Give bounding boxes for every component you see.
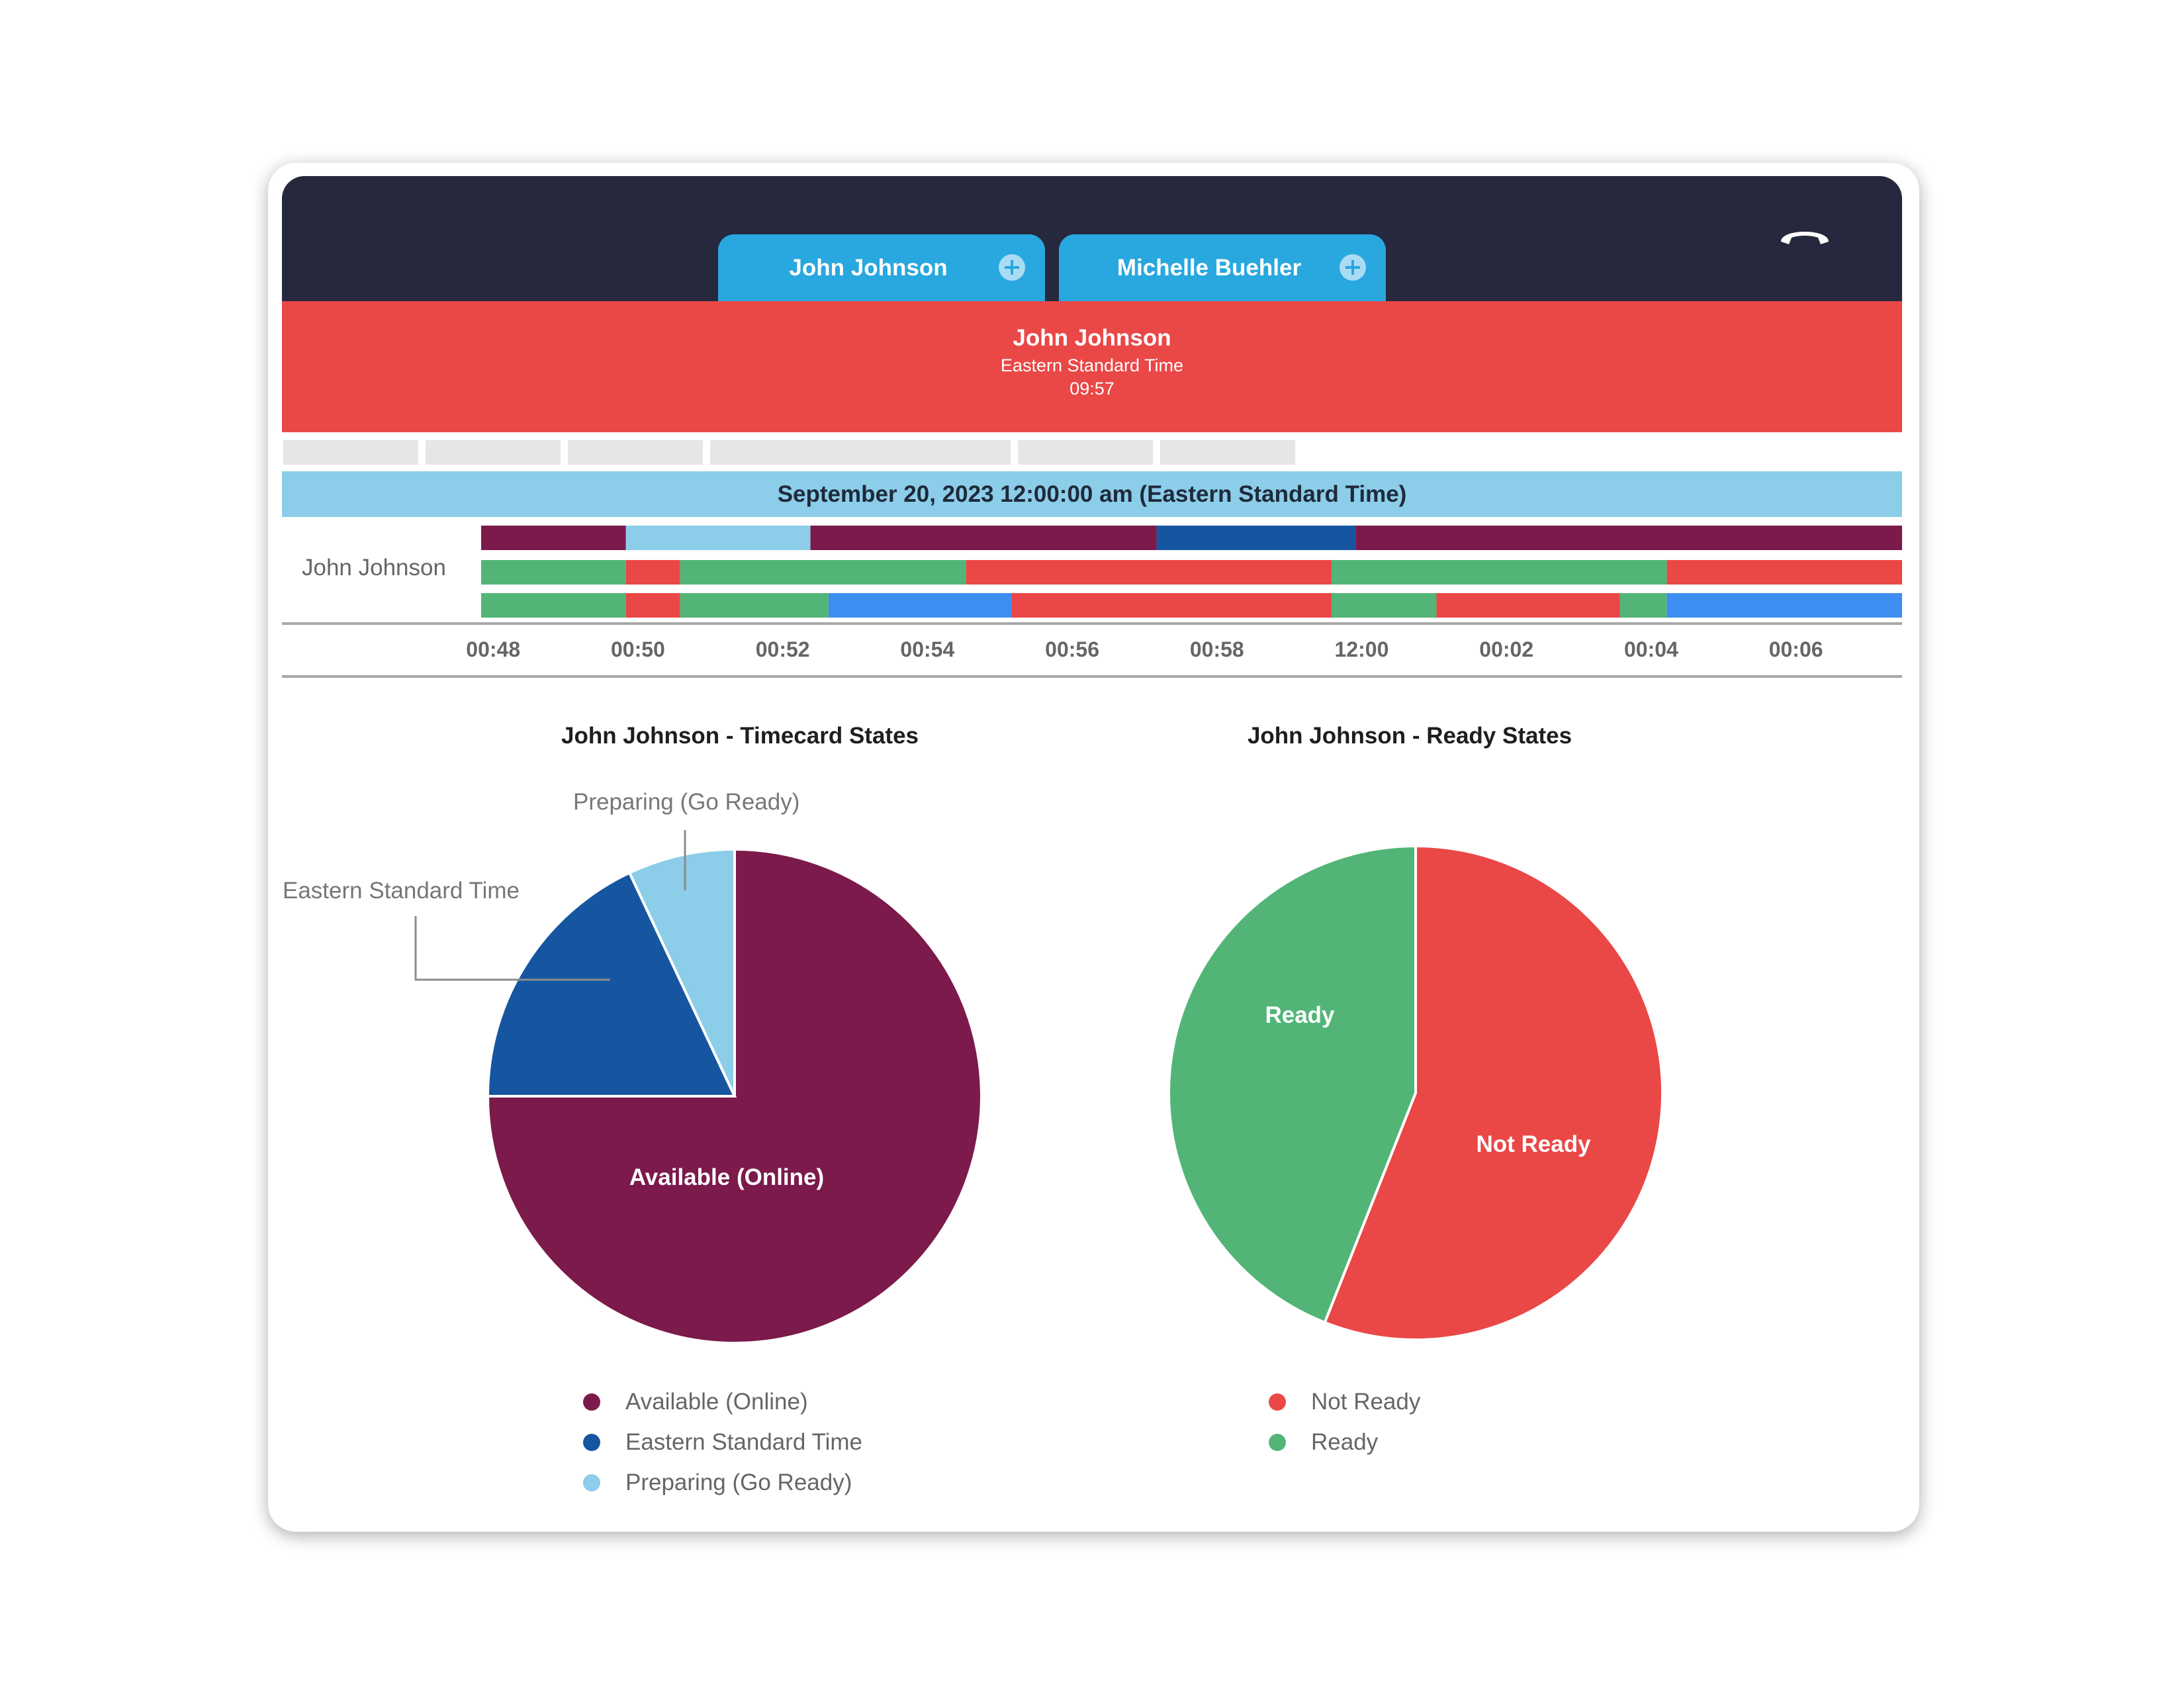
timecard-chart-title: John Johnson - Timecard States	[561, 723, 919, 749]
legend-label: Preparing (Go Ready)	[625, 1470, 852, 1495]
ready-state-segment[interactable]	[625, 560, 680, 585]
activity-state-segment[interactable]	[625, 593, 680, 618]
timecard-legend-item[interactable]: Preparing (Go Ready)	[583, 1470, 852, 1496]
add-icon[interactable]	[1340, 254, 1366, 281]
toolbar-placeholder[interactable]	[710, 440, 1011, 465]
timecard-state-segment[interactable]	[1156, 526, 1356, 550]
tab-label: John Johnson	[789, 254, 948, 281]
phone-hangup-icon[interactable]	[1777, 222, 1833, 248]
callout-label-eastern: Eastern Standard Time	[283, 878, 520, 904]
toolbar-placeholder[interactable]	[426, 440, 561, 465]
tab-label: Michelle Buehler	[1116, 254, 1302, 281]
legend-swatch	[583, 1434, 600, 1451]
activity-state-segment[interactable]	[828, 593, 1012, 618]
activity-state-segment[interactable]	[1436, 593, 1620, 618]
timecard-state-segment[interactable]	[810, 526, 1157, 550]
activity-state-segment[interactable]	[1331, 593, 1437, 618]
pie-slice-not-ready[interactable]	[1323, 844, 1664, 1341]
timeline-date-header: September 20, 2023 12:00:00 am (Eastern …	[282, 471, 1902, 517]
agent-name: John Johnson	[1013, 325, 1171, 351]
ready-state-segment[interactable]	[481, 560, 626, 585]
legend-label: Not Ready	[1311, 1389, 1421, 1415]
ready-state-segment[interactable]	[1331, 560, 1667, 585]
toolbar-placeholder[interactable]	[283, 440, 418, 465]
tab-michelle-buehler[interactable]: Michelle Buehler	[1059, 234, 1386, 301]
legend-label: Available (Online)	[625, 1389, 808, 1415]
toolbar-placeholder[interactable]	[568, 440, 703, 465]
add-icon[interactable]	[999, 254, 1025, 281]
timeline-tick-label: 12:00	[1334, 637, 1389, 661]
callout-line-eastern	[414, 916, 610, 981]
ready-legend-item[interactable]: Ready	[1269, 1429, 1378, 1456]
pie-slice-ready[interactable]	[1167, 844, 1417, 1325]
callout-label-preparing: Preparing (Go Ready)	[573, 789, 800, 815]
timeline-tick-label: 00:48	[466, 637, 521, 661]
timecard-legend-item[interactable]: Eastern Standard Time	[583, 1429, 862, 1456]
timeline-tick-label: 00:52	[755, 637, 810, 661]
timeline-tick-label: 00:04	[1623, 637, 1678, 661]
agent-timezone: Eastern Standard Time	[1000, 355, 1184, 375]
timeline-tick-label: 00:02	[1479, 637, 1534, 661]
activity-state-segment[interactable]	[1666, 593, 1902, 618]
timeline-tick-label: 00:56	[1045, 637, 1099, 661]
legend-swatch	[1269, 1434, 1286, 1451]
pie-label-available: Available (Online)	[629, 1164, 824, 1190]
pie-slice-eastern-standard-time[interactable]	[486, 870, 737, 1098]
timeline-axis-line	[282, 675, 1902, 678]
ready-legend-item[interactable]: Not Ready	[1269, 1389, 1420, 1415]
timeline-tick-label: 00:58	[1189, 637, 1244, 661]
timeline-divider	[282, 622, 1902, 625]
activity-state-segment[interactable]	[680, 593, 829, 618]
toolbar-placeholder[interactable]	[1018, 440, 1153, 465]
activity-state-segment[interactable]	[1011, 593, 1332, 618]
legend-label: Eastern Standard Time	[625, 1429, 862, 1455]
activity-state-segment[interactable]	[481, 593, 626, 618]
pie-slice-available-online[interactable]	[486, 847, 983, 1344]
pie-slice-preparing-go-ready[interactable]	[627, 847, 736, 1097]
legend-label: Ready	[1311, 1429, 1379, 1455]
ready-chart-title: John Johnson - Ready States	[1247, 723, 1572, 749]
agent-status-banner: John Johnson Eastern Standard Time 09:57	[282, 301, 1902, 432]
ready-state-segment[interactable]	[680, 560, 966, 585]
timeline-agent-label: John Johnson	[302, 555, 446, 581]
ready-state-segment[interactable]	[1666, 560, 1902, 585]
timeline-tick-label: 00:06	[1768, 637, 1823, 661]
legend-swatch	[1269, 1393, 1286, 1411]
pie-label-not-ready: Not Ready	[1476, 1131, 1591, 1157]
timeline-tick-label: 00:54	[900, 637, 955, 661]
timecard-state-segment[interactable]	[481, 526, 626, 550]
timeline-tick-label: 00:50	[611, 637, 665, 661]
toolbar-placeholder[interactable]	[1160, 440, 1295, 465]
legend-swatch	[583, 1393, 600, 1411]
timecard-legend-item[interactable]: Available (Online)	[583, 1389, 808, 1415]
tab-john-johnson[interactable]: John Johnson	[718, 234, 1045, 301]
timecard-state-segment[interactable]	[625, 526, 811, 550]
agent-elapsed-time: 09:57	[1069, 379, 1115, 399]
legend-swatch	[583, 1474, 600, 1491]
activity-state-segment[interactable]	[1619, 593, 1667, 618]
pie-label-ready: Ready	[1265, 1002, 1335, 1028]
timecard-state-segment[interactable]	[1355, 526, 1902, 550]
ready-state-segment[interactable]	[966, 560, 1332, 585]
